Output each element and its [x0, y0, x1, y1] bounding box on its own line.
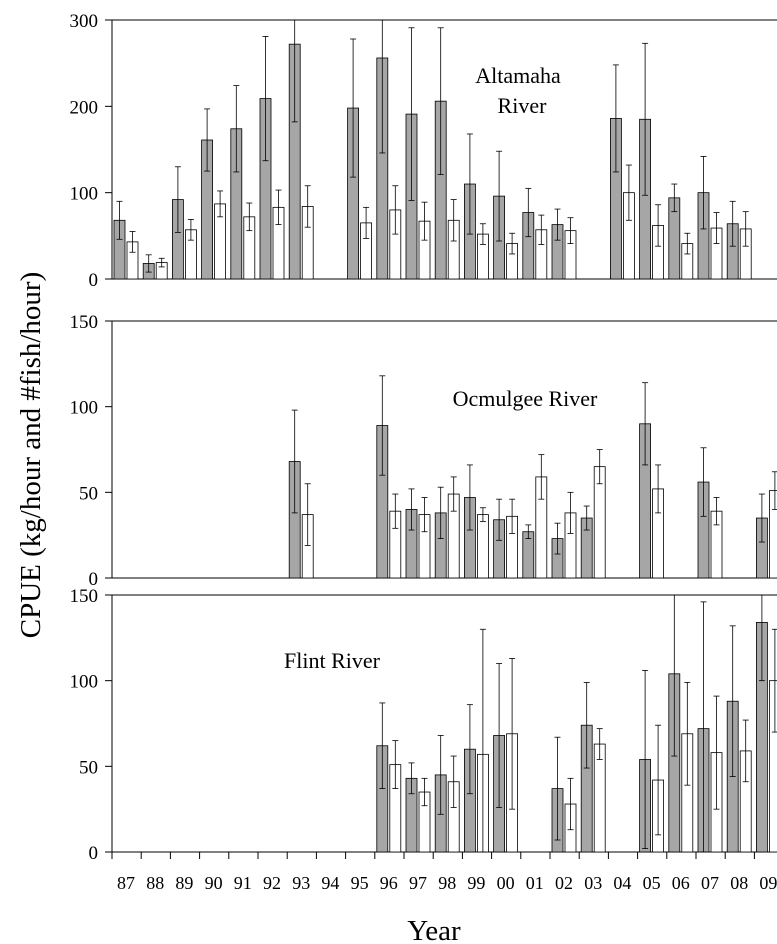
x-tick-label-91: 91 — [234, 873, 252, 893]
x-tick-label-90: 90 — [205, 873, 223, 893]
x-tick-label-97: 97 — [409, 873, 427, 893]
x-tick-label-06: 06 — [672, 873, 690, 893]
x-tick-label-87: 87 — [117, 873, 135, 893]
y-tick-label-0-0: 0 — [89, 270, 99, 291]
x-tick-label-96: 96 — [380, 873, 398, 893]
x-tick-label-89: 89 — [175, 873, 193, 893]
y-tick-label-1-0: 0 — [89, 569, 99, 590]
y-tick-label-1-2: 100 — [70, 398, 99, 419]
panel2-fish-03-bar — [593, 743, 606, 853]
x-tick-label-09: 09 — [759, 873, 777, 893]
y-tick-label-2-3: 150 — [70, 586, 99, 607]
y-tick-label-2-2: 100 — [70, 672, 99, 693]
y-tick-label-1-3: 150 — [70, 312, 99, 333]
y-axis-title: CPUE (kg/hour and #fish/hour) — [15, 272, 47, 639]
panel-title-0-1: River — [498, 93, 548, 118]
y-tick-label-0-2: 200 — [70, 97, 99, 118]
x-tick-label-00: 00 — [497, 873, 515, 893]
panel2-fish-09-bar — [769, 680, 777, 853]
x-tick-label-92: 92 — [263, 873, 281, 893]
x-tick-label-99: 99 — [467, 873, 485, 893]
x-tick-label-04: 04 — [613, 873, 631, 893]
y-tick-label-2-1: 50 — [79, 757, 98, 778]
x-tick-label-93: 93 — [292, 873, 310, 893]
y-tick-label-1-1: 50 — [79, 483, 98, 504]
panel1-fish-09-bar — [769, 490, 777, 579]
x-tick-label-98: 98 — [438, 873, 456, 893]
x-tick-label-94: 94 — [321, 873, 339, 893]
x-axis-title: Year — [407, 915, 461, 944]
panel1-fish-99-bar — [476, 514, 489, 579]
x-tick-label-07: 07 — [701, 873, 719, 893]
y-tick-label-0-3: 300 — [70, 11, 99, 32]
y-tick-label-2-0: 0 — [89, 843, 99, 864]
x-tick-label-88: 88 — [146, 873, 164, 893]
x-tick-label-05: 05 — [643, 873, 661, 893]
x-tick-label-01: 01 — [526, 873, 544, 893]
x-tick-label-03: 03 — [584, 873, 602, 893]
x-tick-label-95: 95 — [351, 873, 369, 893]
y-tick-label-0-1: 100 — [70, 184, 99, 205]
panel-title-2-0: Flint River — [284, 648, 381, 673]
panel-title-1-0: Ocmulgee River — [453, 386, 598, 411]
panel-title-0-0: Altamaha — [475, 63, 561, 88]
x-tick-label-02: 02 — [555, 873, 573, 893]
x-tick-label-08: 08 — [730, 873, 748, 893]
